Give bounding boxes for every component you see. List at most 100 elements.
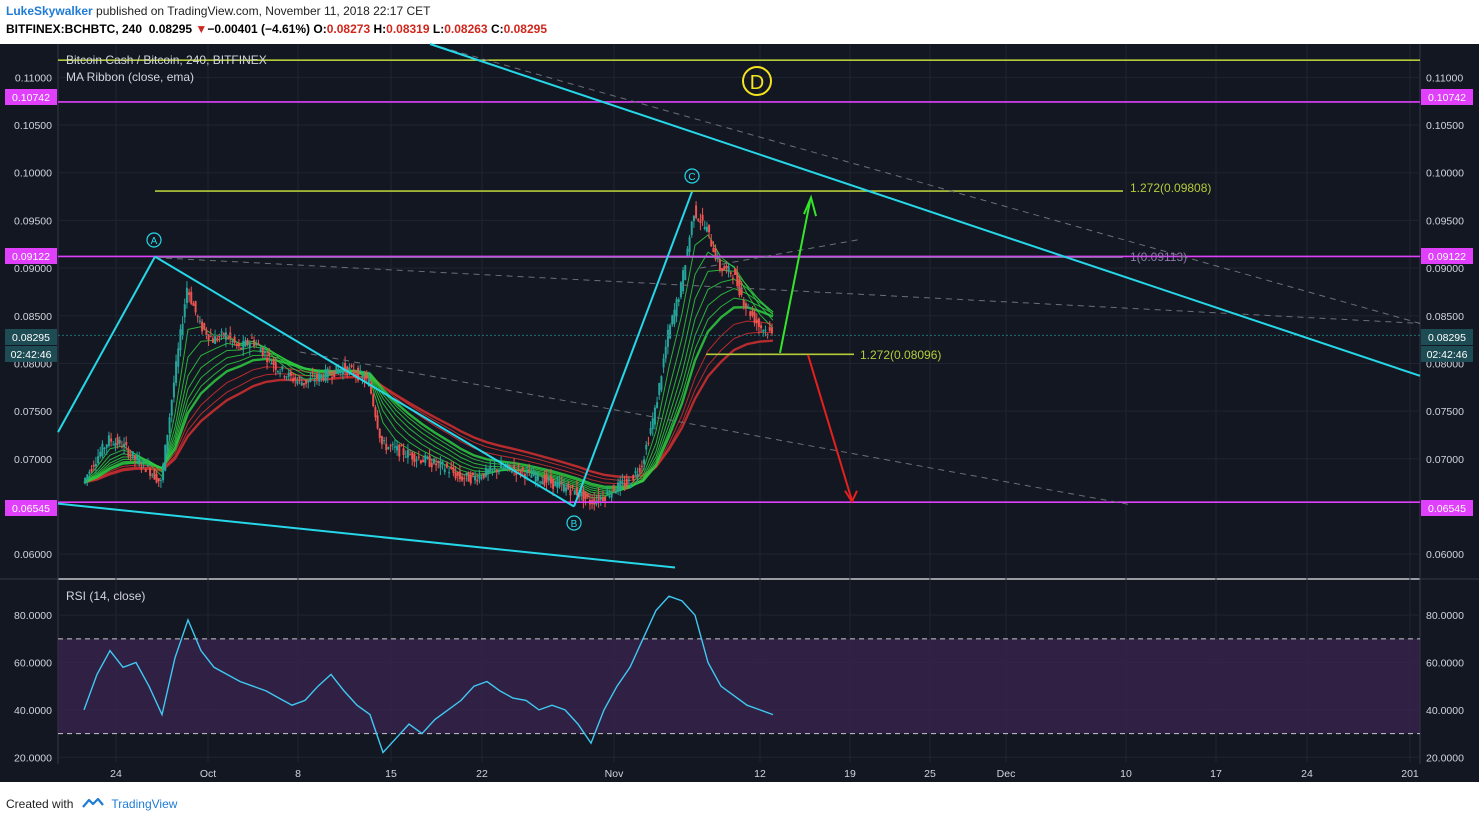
candle-body [201,321,204,332]
candle-body [274,362,277,370]
left-price-axis[interactable] [0,44,58,764]
candle-body [389,445,392,447]
ma-ribbon-line [83,339,774,484]
high-value: 0.08319 [386,22,430,36]
candle-body [424,455,427,463]
candle-body [220,331,223,333]
point-b-label: B [571,519,578,530]
y-tick-right: 0.09500 [1426,215,1464,227]
candle-body [140,467,143,469]
candle-body [461,476,464,481]
point-a-label: A [151,236,158,247]
candle-body [155,474,158,483]
candle-body [679,282,682,298]
y-tick-right: 0.07000 [1426,454,1464,466]
candle-body [701,214,704,221]
candle-body [322,377,325,381]
candle-body [753,312,756,324]
candle-body [363,377,366,382]
candle-body [391,444,394,446]
pattern-leg [573,191,693,507]
candle-body [586,493,589,498]
candle-body [558,481,561,487]
channel-dashed-4 [699,238,861,269]
candle-body [127,448,130,458]
candle-body [734,268,737,275]
candle-body [222,332,225,337]
rsi-tick-right: 20.0000 [1426,752,1464,764]
countdown-tag-left-text: 02:42:46 [11,349,52,361]
price-tag-left-last [5,329,57,345]
candle-body [92,464,95,467]
time-axis[interactable] [0,764,1479,782]
candle-body [344,363,347,372]
candle-body [144,468,147,473]
candle-body [567,483,570,490]
candle-body [725,265,728,269]
candle-body [136,456,139,460]
candle-body [762,330,765,332]
candle-body [695,205,698,218]
price-tag-right-3 [1421,500,1473,516]
candle-body [547,477,550,481]
candle-body [647,442,650,444]
candle-body [770,327,773,334]
x-tick: 25 [924,768,936,780]
countdown-tag-left [5,346,57,362]
candle-body [309,377,312,382]
candle-body [554,481,557,487]
candle-body [630,483,633,488]
candle-body [760,325,763,329]
candle-body [205,330,208,336]
candle-body [88,471,91,474]
author-link[interactable]: LukeSkywalker [6,4,93,18]
candle-body [352,369,355,375]
candle-body [406,450,409,458]
candle-body [328,372,331,375]
candle-body [755,319,758,324]
candle-body [636,473,639,478]
candle-body [302,382,305,385]
candle-body [170,400,173,416]
price-tag-right-2-text: 0.09122 [1428,251,1466,263]
bear-arrow [807,354,853,502]
candle-body [422,459,425,463]
candle-body [227,337,230,339]
candle-body [510,471,513,473]
candle-body [413,453,416,463]
candle-body [623,483,626,488]
candle-body [608,495,611,497]
chart-area[interactable]: 0.11000 0.11000 0.10500 0.10500 0.10000 0.100… [0,40,1479,782]
candle-body [744,303,747,309]
candle-body [129,454,132,456]
right-price-axis[interactable] [1420,44,1479,764]
candle-body [445,463,448,468]
candle-body [415,459,418,461]
change-arrow-icon: ▼ [195,22,208,36]
candle-body [705,226,708,232]
candle-body [214,336,217,344]
candle-body [677,299,680,302]
candle-body [545,474,548,483]
candle-body [571,485,574,488]
y-tick-left: 0.09000 [14,263,52,275]
price-tag-right-3-text: 0.06545 [1428,503,1466,515]
ma-ribbon-line [83,278,774,493]
candle-body [560,482,563,484]
price-pane[interactable] [58,44,1420,578]
candle-body [263,351,266,353]
candle-body [231,341,234,343]
candle-body [619,480,622,491]
x-tick: 12 [754,768,766,780]
candle-body [740,287,743,296]
price-tag-left-2 [5,248,57,264]
chart-svg[interactable]: 0.11000 0.11000 0.10500 0.10500 0.10000 0.100… [0,40,1479,782]
fib-upper-label: 1.272(0.09808) [1130,181,1211,195]
tradingview-link[interactable]: TradingView [111,797,178,811]
candle-body [333,370,336,378]
candle-body [380,436,383,445]
x-tick: 15 [385,768,397,780]
candle-body [582,490,585,502]
rsi-tick-left: 80.0000 [14,610,52,622]
candle-body [123,443,126,448]
